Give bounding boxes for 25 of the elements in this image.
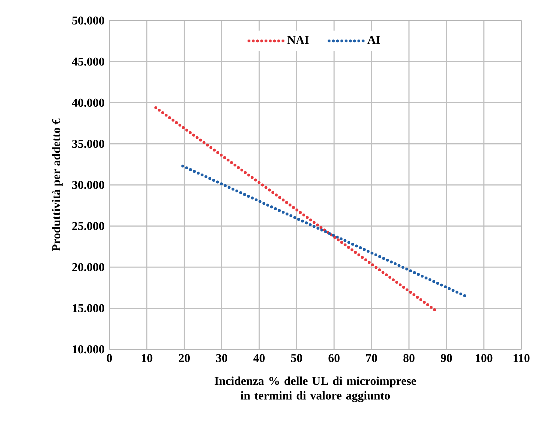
x-tick-label: 90 xyxy=(441,354,452,362)
x-tick-label: 110 xyxy=(514,354,530,362)
x-tick-label: 40 xyxy=(254,354,265,362)
x-tick-label: 100 xyxy=(476,354,493,362)
y-tick-label: 50.000 xyxy=(72,16,104,25)
x-tick-label: 0 xyxy=(107,354,112,362)
y-tick-label: 25.000 xyxy=(72,222,104,230)
y-axis-title: Produttività per addetto € xyxy=(52,118,63,252)
x-tick-label: 80 xyxy=(404,354,415,362)
y-tick-label: 40.000 xyxy=(72,98,104,108)
y-tick-label: 15.000 xyxy=(73,304,104,313)
y-tick-label: 45.000 xyxy=(72,58,104,66)
legend-label: NAI xyxy=(288,36,309,44)
x-tick-label: 50 xyxy=(291,354,302,362)
x-tick-label: 30 xyxy=(216,354,228,362)
x-axis-title: Incidenza % delle UL di microimprese in termini di valore aggiunto xyxy=(214,376,416,402)
legend-label: AI xyxy=(368,36,380,44)
y-tick-label: 30.000 xyxy=(72,181,104,190)
y-tick-label: 20.000 xyxy=(72,263,104,272)
y-tick-label: 10.000 xyxy=(73,346,104,354)
x-tick-label: 60 xyxy=(328,354,340,362)
y-tick-label: 35.000 xyxy=(72,140,104,148)
x-tick-label: 20 xyxy=(179,354,190,362)
x-tick-label: 70 xyxy=(366,354,378,362)
x-tick-label: 10 xyxy=(142,354,153,362)
